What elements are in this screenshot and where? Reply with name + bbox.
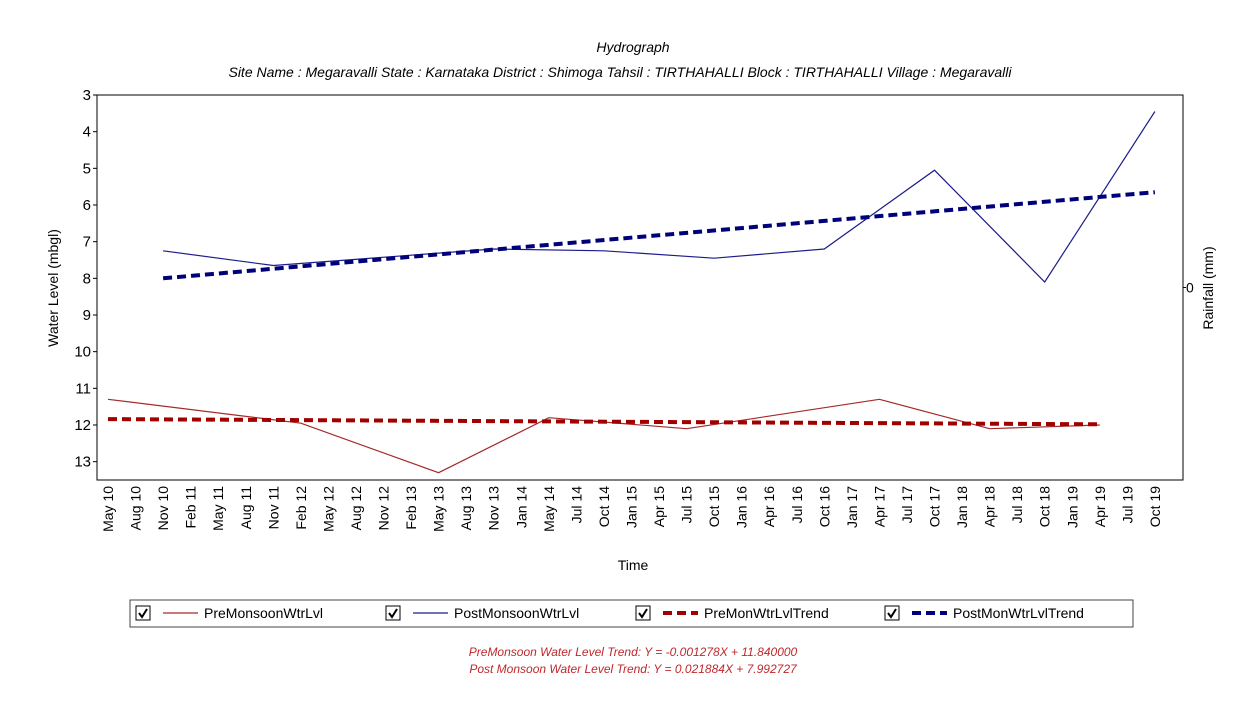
series-line: [107, 398, 1100, 474]
y-tick-label: 12: [74, 417, 91, 434]
y2-tick-label: 0: [1186, 280, 1194, 296]
x-tick-label: Jul 14: [568, 486, 584, 524]
x-tick-label: Oct 14: [596, 486, 612, 527]
annotation: PreMonsoon Water Level Trend: Y = -0.001…: [469, 645, 798, 659]
x-tick-label: Feb 13: [403, 486, 419, 530]
x-tick-label: Feb 11: [183, 486, 199, 529]
x-tick-label: May 12: [320, 486, 336, 532]
x-tick-label: Oct 18: [1037, 486, 1053, 527]
x-tick-label: Apr 16: [761, 486, 777, 527]
x-tick-label: Aug 12: [348, 486, 364, 531]
x-tick-label: Jan 14: [513, 486, 529, 528]
x-tick-label: Jan 18: [954, 486, 970, 528]
y-tick-label: 7: [83, 234, 91, 251]
x-tick-label: Jan 19: [1064, 486, 1080, 528]
x-tick-label: Nov 12: [376, 486, 392, 531]
y-tick-label: 9: [83, 307, 91, 324]
checkmark: [638, 608, 648, 619]
x-tick-label: Oct 16: [816, 486, 832, 527]
annotation: Post Monsoon Water Level Trend: Y = 0.02…: [469, 662, 798, 676]
series-line: [107, 417, 1100, 427]
y2-axis-label: Rainfall (mm): [1200, 246, 1216, 329]
legend: [129, 599, 1134, 628]
x-tick-label: Apr 17: [871, 486, 887, 527]
y-tick-label: 13: [74, 454, 91, 471]
x-tick-label: Aug 10: [128, 486, 144, 531]
x-tick-label: Oct 17: [927, 486, 943, 527]
x-tick-label: Aug 11: [238, 486, 254, 530]
series-line: [162, 190, 1156, 281]
x-tick-label: Jul 15: [679, 486, 695, 524]
x-tick-label: May 14: [541, 486, 557, 532]
x-tick-label: Nov 11: [265, 486, 281, 530]
x-tick-label: Jul 19: [1119, 486, 1135, 524]
checkmark: [388, 608, 398, 619]
x-tick-label: Oct 15: [706, 486, 722, 527]
y-tick-label: 4: [83, 124, 91, 141]
x-tick-label: Jul 17: [899, 486, 915, 524]
x-tick-label: May 11: [210, 486, 226, 531]
legend-label: PreMonWtrLvlTrend: [704, 605, 829, 621]
y-axis-label: Water Level (mbgl): [45, 229, 61, 347]
x-axis-label: Time: [618, 557, 649, 573]
x-tick-label: Apr 19: [1092, 486, 1108, 527]
x-tick-label: May 10: [100, 486, 116, 532]
x-tick-label: Aug 13: [458, 486, 474, 531]
series-line: [163, 111, 1156, 283]
x-tick-label: Jan 16: [734, 486, 750, 528]
checkmark: [887, 608, 897, 619]
chart-title: Hydrograph: [596, 39, 669, 55]
y-tick-label: 3: [83, 87, 91, 104]
y-tick-label: 11: [75, 380, 91, 397]
x-tick-label: Jul 16: [789, 486, 805, 524]
x-tick-label: Jul 18: [1009, 486, 1025, 524]
checkmark: [138, 608, 148, 619]
x-tick-label: Oct 19: [1147, 486, 1163, 527]
x-tick-label: Jan 15: [623, 486, 639, 528]
x-tick-label: Nov 13: [486, 486, 502, 531]
y-tick-label: 10: [74, 344, 91, 361]
x-tick-label: Apr 15: [651, 486, 667, 527]
y-tick-label: 8: [83, 270, 91, 287]
x-tick-label: Jan 17: [844, 486, 860, 528]
legend-label: PostMonsoonWtrLvl: [454, 605, 579, 621]
x-tick-label: Apr 18: [982, 486, 998, 527]
y-tick-label: 6: [83, 197, 91, 214]
x-tick-label: May 13: [431, 486, 447, 532]
y-tick-label: 5: [83, 160, 91, 177]
x-tick-label: Nov 10: [155, 486, 171, 531]
legend-checkbox[interactable]: [884, 605, 900, 621]
legend-checkbox[interactable]: [385, 605, 401, 621]
chart-subtitle: Site Name : Megaravalli State : Karnatak…: [228, 64, 1012, 80]
x-tick-label: Feb 12: [293, 486, 309, 530]
legend-label: PostMonWtrLvlTrend: [953, 605, 1084, 621]
legend-checkbox[interactable]: [635, 605, 651, 621]
legend-label: PreMonsoonWtrLvl: [204, 605, 323, 621]
legend-checkbox[interactable]: [135, 605, 151, 621]
